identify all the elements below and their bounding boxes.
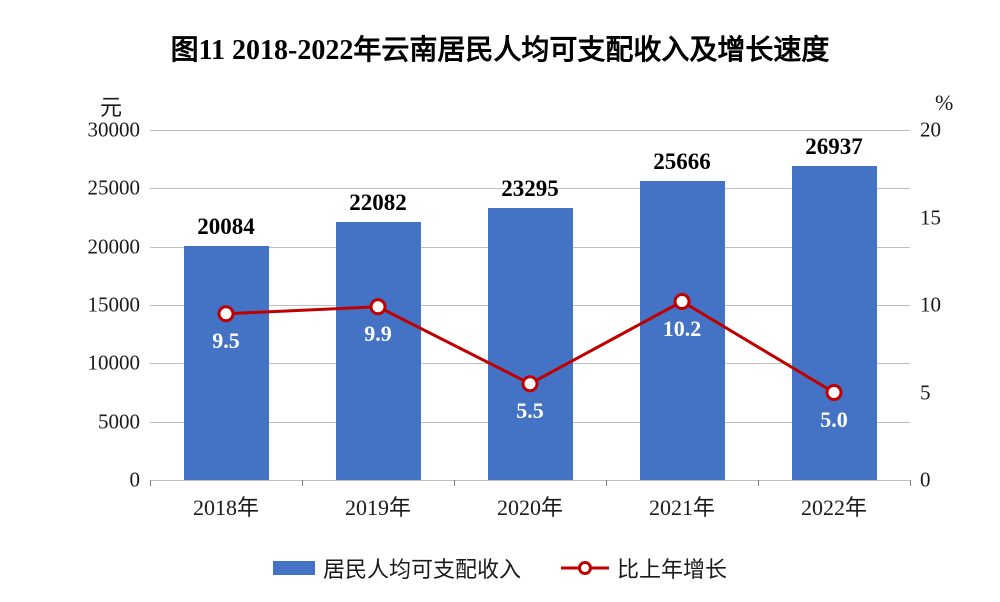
tick-mark xyxy=(606,480,607,486)
xtick-label: 2020年 xyxy=(497,490,563,522)
tick-mark xyxy=(910,480,911,486)
ytick-right: 15 xyxy=(920,205,941,230)
ytick-right: 20 xyxy=(920,118,941,143)
ytick-left: 0 xyxy=(130,468,141,493)
line-value-label: 9.9 xyxy=(364,321,392,347)
chart-container: 图11 2018-2022年云南居民人均可支配收入及增长速度 元 % 05000… xyxy=(0,0,1000,602)
plot-area: 0500010000150002000025000300000510152020… xyxy=(150,130,910,480)
ytick-left: 20000 xyxy=(88,234,141,259)
legend: 居民人均可支配收入 比上年增长 xyxy=(0,552,1000,584)
legend-line-label: 比上年增长 xyxy=(617,552,727,584)
legend-bar-label: 居民人均可支配收入 xyxy=(323,552,521,584)
xtick-label: 2022年 xyxy=(801,490,867,522)
ytick-left: 5000 xyxy=(98,409,140,434)
line-value-label: 5.5 xyxy=(516,398,544,424)
chart-title: 图11 2018-2022年云南居民人均可支配收入及增长速度 xyxy=(0,28,1000,68)
ytick-left: 25000 xyxy=(88,176,141,201)
tick-mark xyxy=(758,480,759,486)
tick-mark xyxy=(150,480,151,486)
line-value-label: 10.2 xyxy=(663,316,702,342)
legend-bar-swatch xyxy=(273,561,315,575)
line-chart-svg xyxy=(150,130,910,480)
x-axis-line xyxy=(150,480,910,481)
right-axis-unit: % xyxy=(935,90,953,116)
xtick-label: 2019年 xyxy=(345,490,411,522)
ytick-right: 10 xyxy=(920,293,941,318)
legend-item-bar: 居民人均可支配收入 xyxy=(273,552,521,584)
line-value-label: 5.0 xyxy=(820,407,848,433)
line-value-label: 9.5 xyxy=(212,328,240,354)
xtick-label: 2018年 xyxy=(193,490,259,522)
ytick-left: 10000 xyxy=(88,351,141,376)
ytick-left: 15000 xyxy=(88,293,141,318)
legend-line-swatch xyxy=(561,561,609,575)
tick-mark xyxy=(302,480,303,486)
tick-mark xyxy=(454,480,455,486)
ytick-right: 0 xyxy=(920,468,931,493)
ytick-right: 5 xyxy=(920,380,931,405)
ytick-left: 30000 xyxy=(88,118,141,143)
legend-item-line: 比上年增长 xyxy=(561,552,727,584)
xtick-label: 2021年 xyxy=(649,490,715,522)
